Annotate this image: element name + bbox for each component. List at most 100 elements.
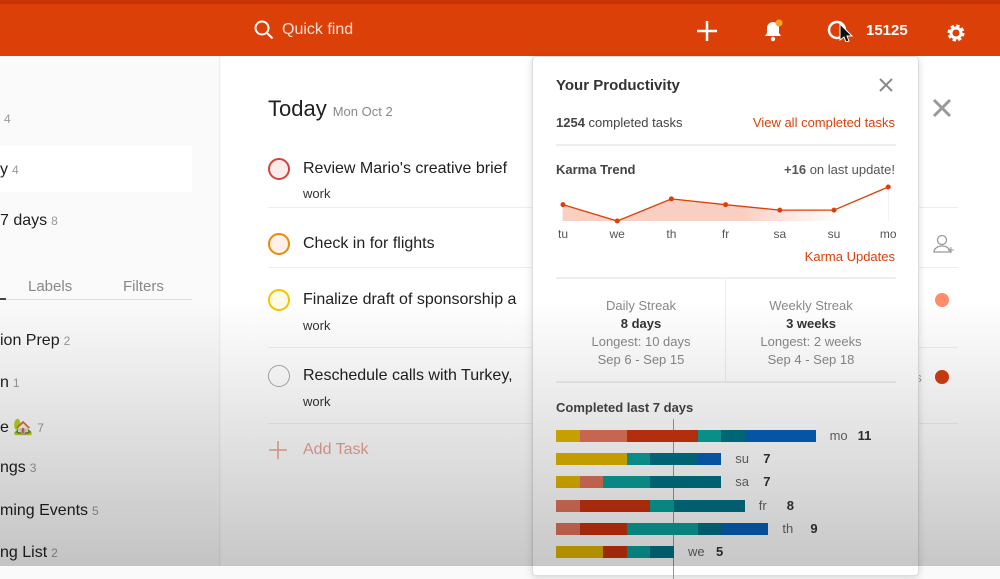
karma-point bbox=[885, 184, 891, 190]
bar-segment bbox=[626, 453, 651, 466]
bar-segment bbox=[697, 522, 722, 535]
bar-day-label: fr bbox=[758, 497, 767, 513]
divider bbox=[725, 279, 726, 381]
karma-x-label: th bbox=[666, 227, 676, 241]
project-item[interactable]: ming Events 5 bbox=[0, 502, 99, 519]
label-color-dot bbox=[935, 370, 949, 384]
karma-trend-label: Karma Trend bbox=[556, 162, 636, 177]
karma-point bbox=[614, 218, 620, 224]
plus-icon bbox=[269, 441, 287, 459]
bar-segment bbox=[650, 499, 674, 512]
project-item[interactable]: ng List 2 bbox=[0, 544, 58, 561]
bar-segment bbox=[673, 499, 745, 512]
bar-value-label: 11 bbox=[857, 428, 872, 443]
bar-segment bbox=[626, 522, 698, 535]
bar-segment bbox=[650, 546, 674, 558]
karma-trend-chart: tu we th fr sa su mo bbox=[558, 184, 897, 241]
divider bbox=[556, 277, 896, 279]
bar-segment bbox=[721, 430, 745, 442]
task-project: work bbox=[303, 186, 331, 201]
task-name: Reschedule calls with Turkey, bbox=[303, 367, 513, 384]
bar-th bbox=[556, 522, 769, 535]
bar-value-label: 9 bbox=[810, 520, 818, 536]
bar-sa bbox=[556, 476, 722, 489]
bell-icon[interactable] bbox=[762, 18, 784, 42]
bar-we bbox=[556, 546, 674, 558]
close-icon[interactable] bbox=[879, 78, 893, 92]
bar-segment bbox=[556, 499, 580, 512]
task-project: work bbox=[303, 394, 331, 409]
bar-segment bbox=[650, 453, 698, 466]
karma-points: 15125 bbox=[866, 21, 908, 39]
bar-day-label: th bbox=[782, 520, 794, 536]
bar-su bbox=[556, 453, 722, 466]
gear-icon[interactable] bbox=[946, 23, 966, 43]
bar-segment bbox=[579, 522, 627, 535]
karma-x-label: sa bbox=[773, 227, 786, 241]
add-task-button[interactable]: Add Task bbox=[268, 440, 369, 460]
bar-segment bbox=[697, 453, 722, 466]
page-date: Mon Oct 2 bbox=[332, 104, 393, 119]
task-checkbox[interactable] bbox=[268, 365, 290, 387]
plus-icon[interactable] bbox=[696, 20, 718, 42]
view-all-completed-link[interactable]: View all completed tasks bbox=[752, 115, 895, 130]
project-item[interactable]: ion Prep 2 bbox=[0, 332, 71, 349]
bar-segment bbox=[744, 430, 816, 442]
sidebar-tabs: Labels Filters bbox=[0, 276, 192, 300]
tab-indicator bbox=[0, 298, 6, 300]
bar-segment bbox=[603, 476, 651, 489]
project-item[interactable]: e 🏡 7 bbox=[0, 419, 44, 436]
task-name: Check in for flights bbox=[303, 235, 435, 252]
tab-labels[interactable]: Labels bbox=[28, 278, 73, 295]
bar-value-label: 7 bbox=[763, 474, 771, 490]
bar-segment bbox=[579, 499, 651, 512]
bar-day-label: su bbox=[735, 451, 749, 467]
bar-day-label: we bbox=[688, 544, 705, 559]
bar-value-label: 7 bbox=[763, 451, 771, 467]
task-checkbox[interactable] bbox=[268, 233, 290, 255]
sidebar-selected-bg bbox=[0, 146, 192, 192]
karma-updates-link[interactable]: Karma Updates bbox=[804, 249, 895, 264]
divider bbox=[556, 381, 896, 383]
karma-point bbox=[668, 196, 674, 202]
tab-filters[interactable]: Filters bbox=[123, 278, 164, 295]
karma-x-label: su bbox=[828, 227, 841, 241]
task-name: Review Mario's creative brief bbox=[303, 160, 508, 177]
bar-value-label: 8 bbox=[786, 497, 795, 513]
bar-segment bbox=[626, 546, 651, 558]
count: 4 bbox=[4, 112, 11, 126]
bar-segment bbox=[556, 476, 580, 489]
karma-point bbox=[777, 207, 783, 213]
sidebar-item-next-7-days[interactable]: 7 days 8 bbox=[0, 212, 58, 229]
task-checkbox[interactable] bbox=[268, 289, 290, 311]
count: 4 bbox=[12, 163, 19, 177]
karma-x-label: we bbox=[609, 227, 626, 241]
project-item[interactable]: ngs 3 bbox=[0, 459, 37, 476]
karma-button[interactable]: 15125 bbox=[826, 18, 908, 42]
bar-segment bbox=[603, 546, 627, 558]
bar-segment bbox=[650, 476, 722, 489]
task-checkbox[interactable] bbox=[268, 158, 290, 180]
productivity-popup: Your Productivity 1254 completed tasks V… bbox=[532, 56, 919, 579]
task-project: work bbox=[303, 318, 331, 333]
bar-segment bbox=[556, 453, 627, 466]
quick-find[interactable]: Quick find bbox=[254, 20, 353, 40]
tools-icon[interactable] bbox=[932, 98, 952, 118]
popup-title: Your Productivity bbox=[556, 77, 680, 94]
bar-day-label: mo bbox=[829, 428, 848, 443]
daily-streak: Daily Streak 8 days Longest: 10 days Sep 6 … bbox=[591, 298, 691, 367]
bar-segment bbox=[579, 430, 627, 442]
weekly-streak: Weekly Streak 3 weeks Longest: 2 weeks Sep … bbox=[760, 298, 862, 367]
bar-mo bbox=[556, 430, 816, 442]
bar-fr bbox=[556, 499, 745, 512]
karma-point bbox=[560, 202, 566, 208]
label-color-dot bbox=[935, 293, 949, 307]
sidebar-item-inbox[interactable]: 4 bbox=[0, 110, 11, 128]
bar-day-label: sa bbox=[735, 474, 749, 490]
top-bar: Quick find 15125 bbox=[0, 0, 1000, 56]
assign-user-icon[interactable] bbox=[933, 234, 955, 254]
karma-delta: +16 on last update! bbox=[784, 162, 895, 177]
